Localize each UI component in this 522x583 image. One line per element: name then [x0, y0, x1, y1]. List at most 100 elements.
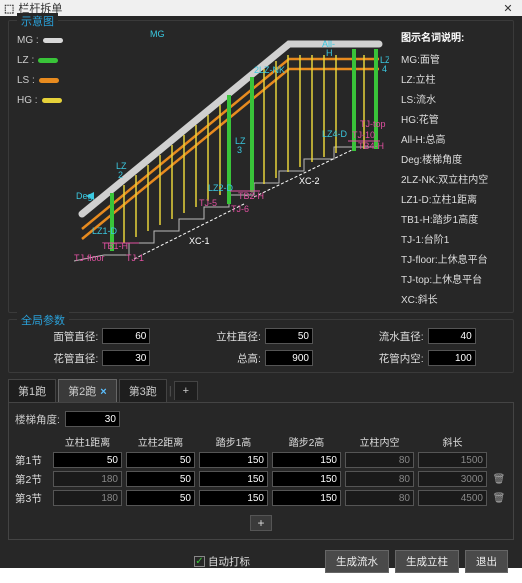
- legend-item: XC:斜长: [401, 291, 505, 306]
- mg-dia-input[interactable]: [102, 328, 150, 344]
- svg-text:TJ-1: TJ-1: [126, 253, 144, 263]
- tab-run-1[interactable]: 第1跑: [8, 379, 56, 402]
- stair-angle-input[interactable]: [65, 411, 120, 427]
- window-close-button[interactable]: ✕: [498, 2, 518, 15]
- col-header: 踏步1高: [199, 434, 268, 449]
- global-params-section: 全局参数 面管直径:立柱直径:流水直径:花管直径:总高:花管内空:: [8, 319, 514, 373]
- legend-item: HG:花管: [401, 111, 505, 126]
- tab-run-2[interactable]: 第2跑×: [58, 379, 117, 402]
- app-icon: ⬚: [4, 2, 14, 15]
- window-title: 栏杆拆单: [18, 0, 498, 16]
- svg-text:LZ4-D: LZ4-D: [322, 129, 348, 139]
- svg-text:TJ-10: TJ-10: [352, 130, 375, 140]
- svg-text:TB2-H: TB2-H: [238, 191, 264, 201]
- svg-text:XC-1: XC-1: [189, 236, 210, 246]
- delete-row-3[interactable]: 🗑: [491, 493, 507, 504]
- generate-ls-button[interactable]: 生成流水: [325, 550, 389, 573]
- delete-row-2[interactable]: 🗑: [491, 474, 507, 485]
- ls-dia-label: 流水直径:: [372, 329, 424, 344]
- col-header: 立柱内空: [345, 434, 414, 449]
- diagram-section: 示意图 MG :LZ :LS :HG :: [8, 20, 514, 313]
- tabstrip: 第1跑第2跑×第3跑|+: [8, 379, 514, 402]
- hg-dia-input[interactable]: [102, 350, 150, 366]
- lz-dia-input[interactable]: [265, 328, 313, 344]
- legend-lz: LZ :: [17, 55, 63, 66]
- legend-item: TJ-1:台阶1: [401, 231, 505, 246]
- svg-text:TJ-top: TJ-top: [360, 119, 386, 129]
- stair-angle-label: 楼梯角度:: [15, 412, 60, 427]
- seg-2-col-1: [53, 471, 122, 487]
- global-params-title: 全局参数: [17, 312, 69, 328]
- row-label-2: 第2节: [15, 472, 49, 487]
- legend-mg: MG :: [17, 35, 63, 46]
- svg-text:TJ-6: TJ-6: [231, 204, 249, 214]
- legend-item: LS:流水: [401, 91, 505, 106]
- svg-text:LZ1-D: LZ1-D: [92, 226, 118, 236]
- tab-run-3[interactable]: 第3跑: [119, 379, 167, 402]
- svg-text:2LZ-NK: 2LZ-NK: [254, 65, 285, 75]
- ls-dia-input[interactable]: [428, 328, 476, 344]
- legend-ls: LS :: [17, 75, 63, 86]
- diagram-canvas: XC-1 XC-2: [69, 29, 389, 264]
- col-header: 立柱2距离: [126, 434, 195, 449]
- hg-nk-label: 花管内空:: [372, 351, 424, 366]
- hg-dia-label: 花管直径:: [46, 351, 98, 366]
- auto-label-checkbox[interactable]: ✓ 自动打标: [194, 554, 250, 569]
- legend-item: 2LZ-NK:双立柱内空: [401, 171, 505, 186]
- all-h-label: 总高:: [209, 351, 261, 366]
- svg-text:3: 3: [237, 145, 242, 155]
- legend-item: TJ-top:上休息平台: [401, 271, 505, 286]
- seg-3-col-3[interactable]: [199, 490, 268, 506]
- exit-button[interactable]: 退出: [465, 550, 508, 573]
- seg-3-col-5: [345, 490, 414, 506]
- col-header: 斜长: [418, 434, 487, 449]
- row-label-3: 第3节: [15, 491, 49, 506]
- seg-3-col-1: [53, 490, 122, 506]
- legend-item: TJ-floor:上休息平台: [401, 251, 505, 266]
- titlebar: ⬚ 栏杆拆单 ✕: [0, 0, 522, 16]
- legend-right: 图示名词说明:MG:面管LZ:立柱LS:流水HG:花管All-H:总高Deg:楼…: [395, 29, 505, 306]
- add-tab-button[interactable]: +: [174, 381, 198, 400]
- legend-item: LZ1-D:立柱1距离: [401, 191, 505, 206]
- seg-1-col-4[interactable]: [272, 452, 341, 468]
- diagram-title: 示意图: [17, 13, 58, 29]
- legend-item: All-H:总高: [401, 131, 505, 146]
- runs-section: 第1跑第2跑×第3跑|+ 楼梯角度: 立柱1距离立柱2距离踏步1高踏步2高立柱内…: [8, 379, 514, 540]
- all-h-input[interactable]: [265, 350, 313, 366]
- lz-dia-label: 立柱直径:: [209, 329, 261, 344]
- seg-1-col-6: [418, 452, 487, 468]
- svg-text:TJ-floor: TJ-floor: [74, 253, 105, 263]
- svg-text:2: 2: [118, 170, 123, 180]
- row-label-1: 第1节: [15, 453, 49, 468]
- seg-2-col-2[interactable]: [126, 471, 195, 487]
- tab-panel: 楼梯角度: 立柱1距离立柱2距离踏步1高踏步2高立柱内空斜长第1节第2节🗑第3节…: [8, 402, 514, 540]
- mg-dia-label: 面管直径:: [46, 329, 98, 344]
- swatch-icon: [39, 78, 59, 83]
- svg-text:TB4-H: TB4-H: [358, 141, 384, 151]
- legend-right-header: 图示名词说明:: [401, 29, 505, 44]
- footer: ✓ 自动打标 生成流水 生成立柱 退出: [8, 546, 514, 577]
- seg-1-col-1[interactable]: [53, 452, 122, 468]
- legend-left: MG :LZ :LS :HG :: [17, 29, 63, 306]
- add-segment-button[interactable]: +: [250, 515, 272, 531]
- generate-lz-button[interactable]: 生成立柱: [395, 550, 459, 573]
- seg-1-col-5: [345, 452, 414, 468]
- seg-1-col-3[interactable]: [199, 452, 268, 468]
- hg-nk-input[interactable]: [428, 350, 476, 366]
- swatch-icon: [42, 98, 62, 103]
- seg-2-col-6: [418, 471, 487, 487]
- svg-text:4: 4: [382, 64, 387, 74]
- legend-item: LZ:立柱: [401, 71, 505, 86]
- seg-2-col-3[interactable]: [199, 471, 268, 487]
- svg-text:LZ2-D: LZ2-D: [208, 183, 234, 193]
- seg-2-col-5: [345, 471, 414, 487]
- checkbox-icon: ✓: [194, 556, 205, 567]
- seg-1-col-2[interactable]: [126, 452, 195, 468]
- seg-2-col-4[interactable]: [272, 471, 341, 487]
- svg-text:TJ-5: TJ-5: [199, 198, 217, 208]
- seg-3-col-4[interactable]: [272, 490, 341, 506]
- seg-3-col-2[interactable]: [126, 490, 195, 506]
- swatch-icon: [43, 38, 63, 43]
- svg-text:XC-2: XC-2: [299, 176, 320, 186]
- close-icon[interactable]: ×: [100, 386, 106, 398]
